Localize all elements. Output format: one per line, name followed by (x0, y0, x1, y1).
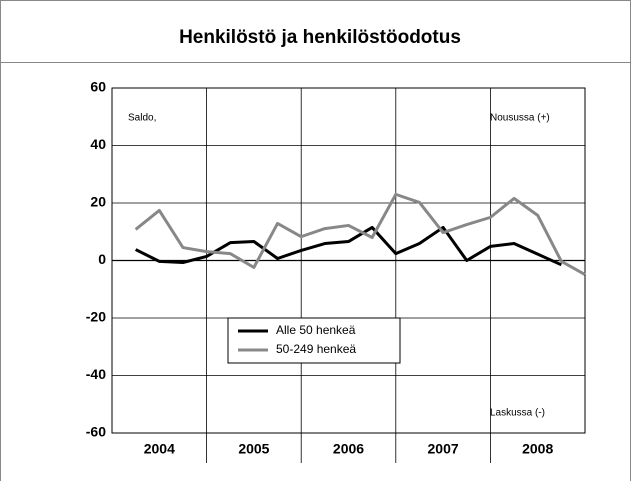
y-tick-label: 60 (90, 79, 106, 95)
series-line (134, 192, 586, 276)
y-tick-label: -40 (86, 366, 106, 382)
x-tick-label: 2006 (333, 441, 364, 457)
y-tick-label: -20 (86, 309, 106, 325)
x-tick-label: 2008 (522, 441, 553, 457)
chart-title: Henkilöstö ja henkilöstöodotus (179, 27, 461, 48)
y-tick-label: 20 (90, 194, 106, 210)
annotation: Saldo, (128, 113, 156, 124)
series-line (134, 225, 562, 267)
x-tick-label: 2007 (428, 441, 459, 457)
annotation: Laskussa (-) (490, 408, 545, 419)
y-tick-label: -60 (86, 424, 106, 440)
y-tick-label: 0 (98, 251, 106, 267)
legend-label: Alle 50 henkeä (276, 323, 356, 337)
legend (227, 317, 401, 364)
y-tick-label: 40 (90, 136, 106, 152)
annotation: Nousussa (+) (490, 113, 550, 124)
x-tick-label: 2005 (238, 441, 269, 457)
x-tick-label: 2004 (144, 441, 175, 457)
legend-label: 50-249 henkeä (276, 342, 356, 356)
